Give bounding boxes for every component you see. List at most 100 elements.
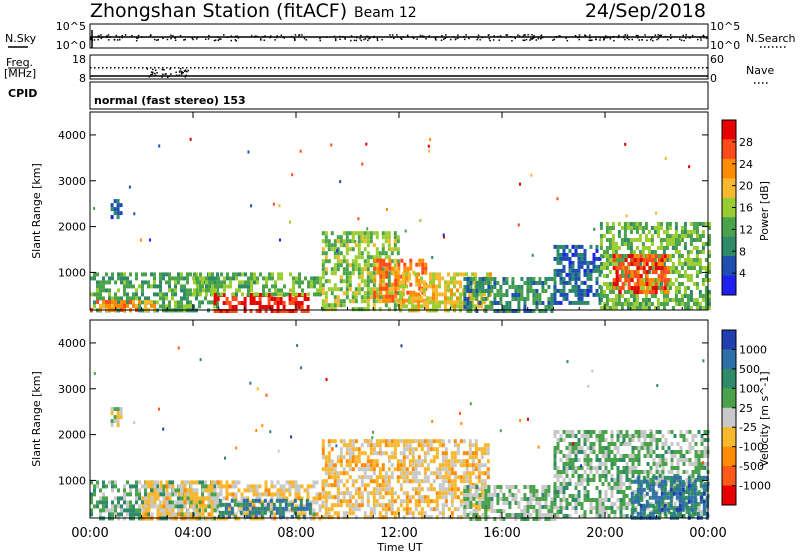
power-cell (111, 276, 114, 281)
power-cell (396, 291, 400, 296)
power-cell (225, 301, 229, 305)
velocity-cell (478, 501, 482, 505)
power-cell (466, 289, 470, 293)
power-cell (484, 289, 488, 293)
power-cell (235, 288, 238, 293)
power-cell (432, 304, 435, 309)
power-cell (375, 235, 379, 240)
power-cell (683, 302, 687, 306)
velocity-cell (556, 442, 560, 446)
power-cell (466, 277, 470, 281)
power-cell (313, 276, 316, 281)
velocity-cell (348, 511, 352, 516)
velocity-cell (201, 480, 204, 485)
power-cell (372, 271, 376, 276)
power-cell (324, 295, 328, 300)
power-cell (707, 278, 711, 282)
power-cell (450, 288, 453, 293)
power-cell (650, 302, 654, 306)
velocity-cell (426, 515, 430, 520)
velocity-cell (477, 463, 481, 468)
power-cell (599, 294, 603, 298)
power-cell (414, 304, 417, 309)
velocity-cell (288, 508, 292, 513)
power-cell (105, 288, 108, 293)
power-cell (444, 300, 447, 305)
power-cell (624, 278, 628, 283)
power-cell (213, 276, 216, 281)
velocity-cell (556, 446, 560, 450)
velocity-cell (330, 495, 334, 500)
velocity-cell (661, 458, 665, 462)
power-cell (306, 297, 310, 301)
power-cell (301, 288, 304, 293)
power-cell (520, 277, 524, 281)
power-cell (459, 304, 462, 309)
velocity-cell (649, 450, 653, 454)
nave-point (210, 67, 212, 69)
power-cell (701, 230, 705, 234)
power-cell (357, 263, 361, 268)
velocity-cell (601, 474, 605, 478)
power-cell (231, 305, 235, 309)
velocity-cell (438, 511, 442, 516)
power-cell (363, 307, 367, 312)
power-cell (180, 276, 183, 281)
velocity-cell (637, 446, 641, 450)
velocity-cell (366, 483, 370, 488)
power-cell (671, 282, 675, 286)
velocity-cell (372, 503, 376, 508)
velocity-cell (474, 467, 478, 472)
velocity-cell (544, 501, 548, 505)
velocity-cell (589, 430, 593, 434)
power-cell (490, 285, 494, 289)
power-cell (636, 286, 640, 291)
power-cell (638, 302, 642, 306)
noise-strip (90, 30, 708, 48)
nsearch-point (595, 36, 598, 38)
nsearch-point (445, 36, 448, 38)
velocity-cell (625, 486, 629, 490)
velocity-cell (372, 491, 376, 496)
nave-point (94, 67, 96, 69)
power-cell (429, 276, 432, 281)
velocity-cell (159, 480, 163, 485)
velocity-cell (625, 434, 629, 438)
velocity-cell (517, 505, 521, 509)
velocity-cell (595, 438, 599, 442)
power-cell (297, 301, 301, 305)
velocity-cell (336, 511, 340, 516)
power-cell (113, 199, 117, 204)
velocity-cell (408, 463, 412, 468)
power-cell (662, 230, 666, 234)
velocity-cell (607, 498, 611, 502)
power-cell (453, 272, 456, 277)
nave-point (234, 67, 236, 69)
velocity-cell (210, 508, 214, 513)
nave-point (358, 67, 360, 69)
power-cell (129, 272, 132, 277)
power-cell (324, 243, 328, 248)
nsearch-point (368, 37, 370, 40)
power-cell (376, 294, 380, 299)
nave-point (175, 71, 177, 73)
power-cell (366, 255, 370, 260)
velocity-cell (655, 510, 659, 514)
velocity-cell (550, 501, 554, 505)
power-cell (208, 272, 211, 277)
figure-title: Zhongshan Station (fitACF) (90, 0, 347, 22)
power-cell (474, 276, 477, 281)
velocity-cell (484, 517, 488, 521)
power-cell (550, 277, 554, 281)
velocity-cell (168, 500, 171, 505)
beam-label: Beam 12 (354, 5, 417, 21)
power-noise-point (291, 173, 294, 177)
nsearch-point (373, 36, 375, 39)
power-cell (502, 309, 506, 313)
power-cell (663, 286, 667, 291)
power-cell (244, 284, 247, 289)
velocity-cell (610, 430, 614, 434)
power-cell (657, 266, 661, 271)
power-cell (351, 291, 355, 296)
power-cell (388, 294, 392, 299)
